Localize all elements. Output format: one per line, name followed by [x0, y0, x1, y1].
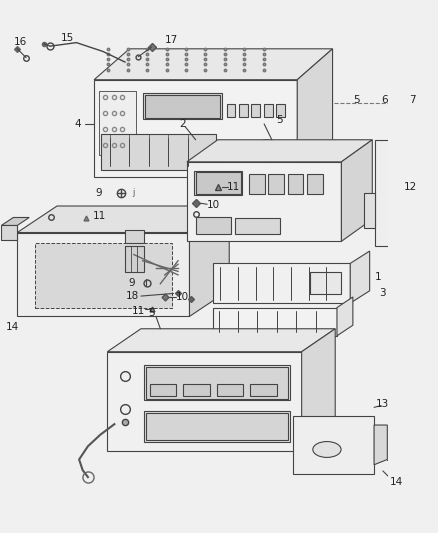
Bar [276, 104, 285, 117]
Text: 5: 5 [353, 95, 360, 106]
Bar [145, 411, 290, 442]
Text: 5: 5 [276, 115, 283, 125]
Text: 2: 2 [179, 119, 186, 129]
Polygon shape [216, 193, 233, 206]
Polygon shape [293, 416, 374, 474]
Bar [235, 219, 279, 235]
Polygon shape [1, 225, 17, 239]
Polygon shape [350, 251, 370, 303]
Text: 9: 9 [129, 278, 135, 288]
Text: 3: 3 [380, 288, 386, 298]
Bar [194, 171, 243, 196]
Bar [307, 174, 323, 193]
Polygon shape [107, 352, 302, 450]
Text: 18: 18 [125, 291, 139, 301]
Bar [217, 384, 244, 396]
Polygon shape [1, 217, 29, 225]
Text: 11: 11 [93, 211, 106, 221]
Polygon shape [187, 162, 341, 241]
Polygon shape [297, 49, 332, 177]
Polygon shape [190, 206, 229, 317]
Bar [249, 174, 265, 193]
Bar [150, 384, 176, 396]
Text: 10: 10 [176, 292, 189, 302]
Text: 12: 12 [404, 182, 417, 192]
Ellipse shape [313, 441, 341, 457]
Polygon shape [107, 329, 335, 352]
Bar [251, 104, 260, 117]
Text: 7: 7 [410, 95, 416, 106]
Polygon shape [187, 140, 372, 162]
Bar [287, 174, 304, 193]
Bar [146, 413, 288, 440]
Bar [125, 230, 145, 243]
Circle shape [261, 145, 272, 156]
Polygon shape [374, 425, 387, 465]
Polygon shape [302, 329, 335, 450]
Polygon shape [213, 263, 350, 303]
Bar [226, 104, 235, 117]
Text: 5: 5 [148, 308, 155, 318]
Bar [145, 365, 290, 400]
Bar [196, 173, 241, 193]
Text: 4: 4 [75, 119, 81, 129]
Text: 9: 9 [95, 188, 102, 198]
Bar [251, 384, 277, 396]
Text: 11: 11 [132, 306, 145, 316]
Text: 14: 14 [6, 322, 20, 332]
Bar [143, 93, 222, 119]
Polygon shape [341, 140, 372, 241]
Text: 6: 6 [381, 95, 388, 106]
Bar [99, 91, 136, 155]
Polygon shape [94, 80, 297, 177]
Bar [196, 216, 231, 235]
Bar [239, 104, 248, 117]
Polygon shape [94, 49, 332, 80]
Circle shape [256, 140, 277, 161]
Bar [184, 384, 210, 396]
Text: 16: 16 [14, 37, 28, 47]
Text: 1: 1 [375, 272, 382, 282]
Text: 11: 11 [227, 182, 240, 192]
Polygon shape [213, 308, 337, 336]
Bar [311, 272, 341, 294]
Polygon shape [375, 140, 403, 246]
Polygon shape [364, 193, 375, 228]
Text: 10: 10 [207, 200, 220, 210]
Bar [101, 134, 216, 170]
Text: 14: 14 [389, 478, 403, 487]
Bar [125, 246, 145, 272]
Polygon shape [17, 232, 190, 317]
Bar [146, 367, 288, 399]
Bar [35, 243, 172, 308]
Polygon shape [17, 206, 229, 232]
Text: 17: 17 [164, 35, 177, 45]
Text: 13: 13 [376, 399, 389, 409]
Bar [268, 174, 284, 193]
Polygon shape [337, 297, 353, 336]
Text: 15: 15 [61, 33, 74, 43]
Text: j: j [133, 188, 135, 197]
Bar [145, 95, 219, 118]
Bar [264, 104, 272, 117]
